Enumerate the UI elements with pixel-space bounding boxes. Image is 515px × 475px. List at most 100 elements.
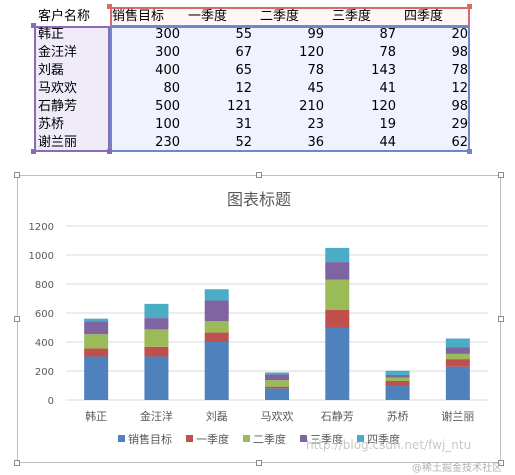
cell[interactable]: 120 xyxy=(299,45,324,60)
chart-title[interactable]: 图表标题 xyxy=(226,190,291,209)
header-cell[interactable]: 销售目标 xyxy=(112,9,165,24)
resize-handle[interactable] xyxy=(14,172,20,178)
cell[interactable]: 230 xyxy=(155,135,180,150)
cell[interactable]: 78 xyxy=(451,63,468,78)
cell[interactable]: 29 xyxy=(451,117,468,132)
range-handle[interactable] xyxy=(31,23,36,28)
header-cell[interactable]: 一季度 xyxy=(188,9,228,24)
cell[interactable]: 31 xyxy=(235,117,252,132)
cell[interactable]: 23 xyxy=(307,117,324,132)
bar-segment xyxy=(265,388,289,400)
cell[interactable]: 55 xyxy=(235,27,252,42)
y-tick-label: 1200 xyxy=(29,222,54,233)
watermark-url: http://blog.csdn.net/fwj_ntu xyxy=(306,438,472,452)
x-tick-label: 金汪洋 xyxy=(140,409,173,423)
header-cell[interactable]: 四季度 xyxy=(404,9,444,24)
range-handle[interactable] xyxy=(107,4,112,9)
bar-segment xyxy=(144,318,169,330)
bar-segment xyxy=(325,262,350,280)
legend-swatch xyxy=(186,435,193,442)
chart-object[interactable]: 图表标题 0 200 400 600 800 1000 1200 韩正 金汪洋 刘磊 马欢欢 石静芳 苏… xyxy=(17,175,501,463)
cell[interactable]: 45 xyxy=(307,81,324,96)
cell[interactable]: 143 xyxy=(371,63,396,78)
cell[interactable]: 65 xyxy=(235,63,252,78)
x-tick-label: 马欢欢 xyxy=(261,409,294,423)
bar-segment xyxy=(144,346,169,357)
sales-table: 客户名称 销售目标 一季度 二季度 三季度 四季度 韩正 300 55 99 8… xyxy=(36,8,470,152)
table-row: 韩正 300 55 99 87 20 xyxy=(36,26,470,44)
cell[interactable]: 98 xyxy=(451,45,468,60)
cell[interactable]: 36 xyxy=(307,135,324,150)
cell[interactable]: 120 xyxy=(371,99,396,114)
cell[interactable]: 121 xyxy=(227,99,252,114)
range-handle[interactable] xyxy=(107,149,112,154)
bar-segment xyxy=(385,370,410,375)
resize-handle[interactable] xyxy=(14,316,20,322)
resize-handle[interactable] xyxy=(498,316,504,322)
cell[interactable]: 78 xyxy=(379,45,396,60)
legend-label: 一季度 xyxy=(196,432,229,446)
stacked-bar-chart: 0 200 400 600 800 1000 1200 韩正 金汪洋 刘磊 马欢欢 石静芳 苏桥 谢兰丽销… xyxy=(29,222,488,446)
cell[interactable]: 12 xyxy=(451,81,468,96)
names-range-highlight xyxy=(34,26,110,152)
legend-swatch xyxy=(357,435,364,442)
cell[interactable]: 100 xyxy=(155,117,180,132)
bar-segment xyxy=(445,353,470,360)
bar-segment xyxy=(84,318,109,322)
header-cell[interactable]: 三季度 xyxy=(332,9,372,24)
cell[interactable]: 苏桥 xyxy=(38,117,65,132)
legend-label: 四季度 xyxy=(367,432,400,446)
cell[interactable]: 87 xyxy=(379,27,396,42)
spreadsheet-range[interactable]: 客户名称 销售目标 一季度 二季度 三季度 四季度 韩正 300 55 99 8… xyxy=(0,0,515,160)
range-handle[interactable] xyxy=(467,149,472,154)
cell[interactable]: 12 xyxy=(235,81,252,96)
bar-segment xyxy=(84,348,109,357)
table-row: 苏桥 100 31 23 19 29 xyxy=(36,116,470,134)
resize-handle[interactable] xyxy=(14,460,20,466)
cell[interactable]: 刘磊 xyxy=(38,63,65,78)
resize-handle[interactable] xyxy=(256,460,262,466)
cell[interactable]: 500 xyxy=(155,99,180,114)
cell[interactable]: 石静芳 xyxy=(38,99,78,114)
bar-segment xyxy=(325,247,350,263)
cell[interactable]: 300 xyxy=(155,27,180,42)
resize-handle[interactable] xyxy=(256,172,262,178)
legend-swatch xyxy=(243,435,250,442)
header-cell[interactable]: 二季度 xyxy=(260,9,300,24)
table-row: 马欢欢 80 12 45 41 12 xyxy=(36,80,470,98)
cell[interactable]: 44 xyxy=(379,135,396,150)
x-tick-label: 石静芳 xyxy=(321,409,354,423)
bar-segment xyxy=(144,356,169,400)
cell[interactable]: 19 xyxy=(379,117,396,132)
bar-segment xyxy=(445,366,470,400)
cell[interactable]: 谢兰丽 xyxy=(38,135,78,150)
cell[interactable]: 210 xyxy=(299,99,324,114)
cell[interactable]: 99 xyxy=(307,27,324,42)
cell[interactable]: 80 xyxy=(163,81,180,96)
table-row: 金汪洋 300 67 120 78 98 xyxy=(36,44,470,62)
legend-swatch xyxy=(300,435,307,442)
bar-segment xyxy=(445,338,470,348)
cell[interactable]: 62 xyxy=(451,135,468,150)
cell[interactable]: 98 xyxy=(451,99,468,114)
resize-handle[interactable] xyxy=(498,172,504,178)
cell[interactable]: 52 xyxy=(235,135,252,150)
range-handle[interactable] xyxy=(467,4,472,9)
bar-segment xyxy=(265,386,289,389)
cell[interactable]: 300 xyxy=(155,45,180,60)
cell[interactable]: 67 xyxy=(235,45,252,60)
cell[interactable]: 韩正 xyxy=(38,27,65,42)
y-tick-label: 400 xyxy=(35,338,54,349)
cell[interactable]: 20 xyxy=(451,27,468,42)
y-tick-label: 1000 xyxy=(29,251,54,262)
cell[interactable]: 400 xyxy=(155,63,180,78)
cell[interactable]: 41 xyxy=(379,81,396,96)
header-row: 客户名称 销售目标 一季度 二季度 三季度 四季度 xyxy=(36,8,470,26)
header-cell[interactable]: 客户名称 xyxy=(38,9,91,24)
range-handle[interactable] xyxy=(31,149,36,154)
cell[interactable]: 马欢欢 xyxy=(38,81,78,96)
bar-segment xyxy=(445,359,470,367)
resize-handle[interactable] xyxy=(498,460,504,466)
cell[interactable]: 78 xyxy=(307,63,324,78)
cell[interactable]: 金汪洋 xyxy=(38,45,78,60)
